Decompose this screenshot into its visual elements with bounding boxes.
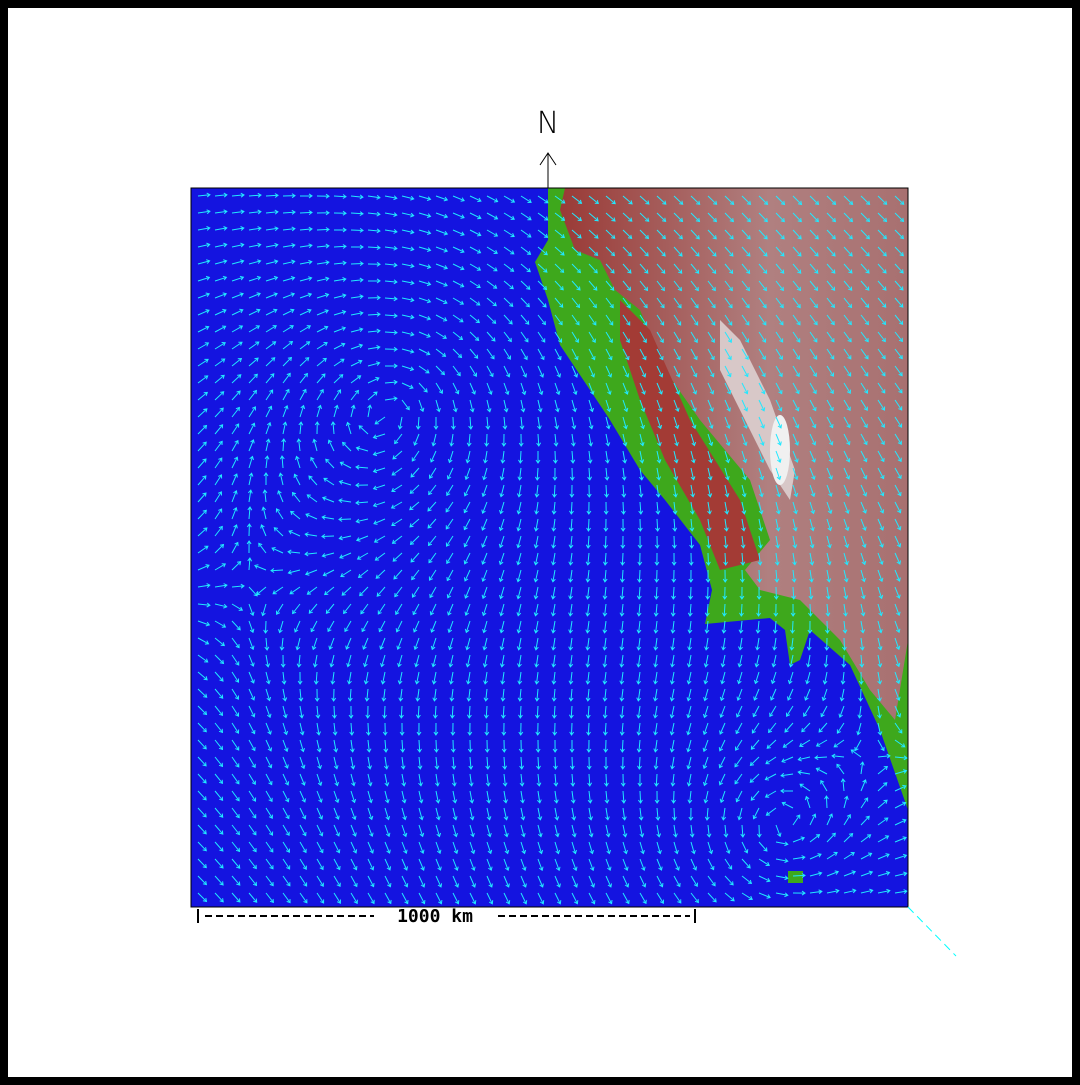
map-area bbox=[191, 188, 908, 907]
scale-label: 1000 km bbox=[397, 906, 473, 927]
page: N 1000 km (() => { const data = JSON.par… bbox=[0, 0, 1080, 1085]
north-label: N bbox=[537, 106, 559, 141]
map-figure: N 1000 km bbox=[0, 0, 1080, 1085]
island bbox=[788, 871, 803, 883]
